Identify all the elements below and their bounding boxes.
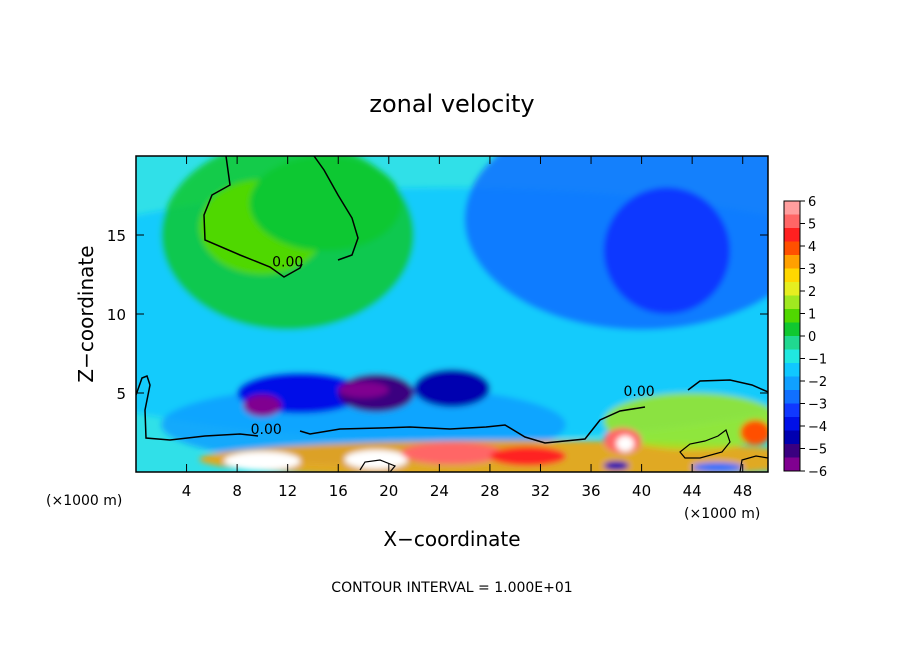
small-contour-loop-right [739,455,768,472]
small-contour-loop-bottom [359,459,396,472]
colorbar-swatch-1 [784,214,800,229]
colorbar-swatch-8 [784,309,800,323]
contour-label-2: 0.00 [623,384,654,400]
x-tick-label-6: 28 [480,482,499,500]
x-tick-label-5: 24 [430,482,449,500]
colorbar-label-1: 5 [808,218,816,233]
colorbar-swatch-7 [784,295,800,310]
x-tick-label-11: 48 [733,482,752,500]
colorbar-label-10: −4 [808,420,827,435]
x-tick-label-9: 40 [632,482,651,500]
field-feature-9 [344,449,408,469]
x-axis-ticks: 4 8 12 16 20 24 28 32 36 40 44 48 [182,156,752,500]
x-unit-right: (×1000 m) [684,506,760,522]
colorbar-label-11: −5 [808,443,827,458]
field-feature-2 [603,187,731,314]
field-feature-11 [489,446,566,466]
field-feature-5 [414,369,490,408]
x-tick-label-3: 16 [329,482,348,500]
colorbar-swatch-15 [784,403,800,418]
field-feature-16 [603,460,629,471]
field-feature-1 [249,156,402,251]
colorbar-swatch-13 [784,376,800,391]
contour-interval-note: CONTOUR INTERVAL = 1.000E+01 [331,580,572,596]
plot-area: 0.00 0.00 0.00 [136,156,768,472]
colorbar-label-3: 3 [808,263,816,278]
colorbar-label-7: −1 [808,353,827,368]
field-feature-6 [243,394,282,417]
field-feature-8 [224,451,301,471]
x-tick-label-7: 32 [531,482,550,500]
field-feature-15 [692,462,743,472]
colorbar-swatch-2 [784,228,800,242]
colorbar-label-12: −6 [808,465,827,480]
colorbar-swatch-11 [784,349,800,364]
x-tick-label-0: 4 [182,482,192,500]
colorbar-label-2: 4 [808,240,816,255]
colorbar-swatch-9 [784,322,800,337]
colorbar-swatch-18 [784,444,800,458]
colorbar-swatch-3 [784,241,800,256]
colorbar-label-5: 1 [808,308,816,323]
colorbar-swatch-5 [784,268,800,283]
colorbar-swatch-0 [784,201,800,215]
colorbar-swatch-4 [784,255,800,269]
colorbar-swatch-12 [784,363,800,377]
x-tick-label-1: 8 [232,482,242,500]
colorbar-swatch-6 [784,282,800,296]
colorbar-label-4: 2 [808,285,816,300]
small-contour-loop [679,429,731,459]
contour-label-1: 0.00 [251,422,282,438]
colorbar-label-9: −3 [808,398,827,413]
y-axis-label: Z−coordinate [74,245,98,382]
field-feature-10 [401,441,503,465]
colorbar: 6 5 4 3 2 1 0 −1 −2 −3 −4 −5 −6 [783,195,827,480]
chart-title: zonal velocity [369,90,534,118]
colorbar-label-6: 0 [808,330,816,345]
colorbar-swatch-10 [784,336,800,350]
zero-contour-lower [136,375,768,444]
x-unit-left: (×1000 m) [46,493,122,509]
x-tick-label-2: 12 [278,482,297,500]
colorbar-swatch-19 [784,457,800,472]
field-feature-7 [338,381,389,398]
velocity-field [136,156,768,472]
colorbar-label-8: −2 [808,375,827,390]
y-axis-ticks: 5 10 15 [107,227,768,403]
colorbar-swatch-16 [784,417,800,431]
y-tick-label-2: 15 [107,227,126,245]
contour-labels: 0.00 0.00 0.00 [251,255,655,438]
zero-contour-upper [203,156,359,278]
y-tick-label-0: 5 [116,385,126,403]
colorbar-label-0: 6 [808,195,816,210]
x-tick-label-4: 20 [379,482,398,500]
y-tick-label-1: 10 [107,306,126,324]
colorbar-swatch-14 [784,390,800,404]
field-feature-14 [740,419,768,446]
field-feature-13 [616,435,635,452]
x-tick-label-8: 36 [581,482,600,500]
x-tick-label-10: 44 [683,482,702,500]
colorbar-swatch-17 [784,430,800,445]
x-axis-label: X−coordinate [383,527,520,551]
contour-label-0: 0.00 [272,255,303,271]
